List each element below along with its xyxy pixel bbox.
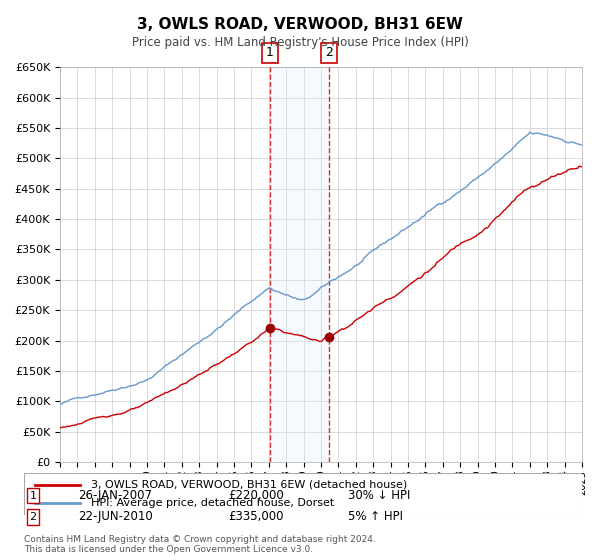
- Text: 3, OWLS ROAD, VERWOOD, BH31 6EW: 3, OWLS ROAD, VERWOOD, BH31 6EW: [137, 17, 463, 32]
- Text: 30% ↓ HPI: 30% ↓ HPI: [348, 489, 410, 502]
- Text: HPI: Average price, detached house, Dorset: HPI: Average price, detached house, Dors…: [91, 498, 334, 508]
- Text: £335,000: £335,000: [228, 510, 284, 524]
- Text: 1: 1: [29, 491, 37, 501]
- FancyBboxPatch shape: [24, 473, 582, 515]
- Text: 2: 2: [29, 512, 37, 522]
- Text: £220,000: £220,000: [228, 489, 284, 502]
- Bar: [270, 67, 329, 462]
- Text: 3, OWLS ROAD, VERWOOD, BH31 6EW (detached house): 3, OWLS ROAD, VERWOOD, BH31 6EW (detache…: [91, 480, 407, 490]
- Text: 5% ↑ HPI: 5% ↑ HPI: [348, 510, 403, 524]
- Text: Price paid vs. HM Land Registry's House Price Index (HPI): Price paid vs. HM Land Registry's House …: [131, 36, 469, 49]
- Text: Contains HM Land Registry data © Crown copyright and database right 2024.
This d: Contains HM Land Registry data © Crown c…: [24, 535, 376, 554]
- Text: 2: 2: [325, 46, 333, 59]
- Text: 1: 1: [266, 46, 274, 59]
- Text: 22-JUN-2010: 22-JUN-2010: [78, 510, 153, 524]
- Text: 26-JAN-2007: 26-JAN-2007: [78, 489, 152, 502]
